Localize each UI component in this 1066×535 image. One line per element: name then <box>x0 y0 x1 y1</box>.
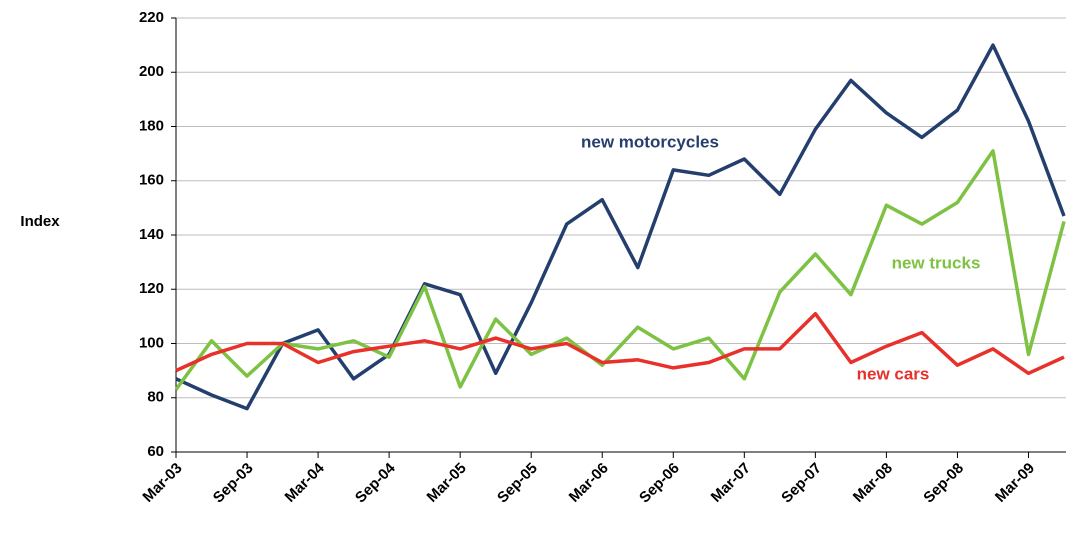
x-tick-label: Sep-03 <box>210 460 257 507</box>
x-tick-label: Sep-04 <box>352 459 399 506</box>
series-line <box>175 43 1066 411</box>
x-tick-label: Sep-06 <box>636 460 683 507</box>
x-tick-label: Mar-04 <box>281 459 328 506</box>
y-tick-label: 80 <box>147 389 164 406</box>
y-tick-label: 100 <box>139 334 164 351</box>
x-tick-label: Mar-05 <box>424 460 470 506</box>
y-tick-label: 160 <box>139 172 164 189</box>
y-tick-label: 180 <box>139 117 164 134</box>
series-line <box>174 149 1066 391</box>
series-label: new motorcycles <box>581 132 719 151</box>
x-tick-label: Sep-05 <box>494 460 541 507</box>
y-tick-label: 120 <box>139 280 164 297</box>
y-tick-label: 140 <box>139 226 164 243</box>
x-tick-label: Mar-07 <box>708 460 754 506</box>
series-line <box>175 311 1065 376</box>
series-label: new trucks <box>892 253 981 272</box>
x-tick-label: Sep-07 <box>778 460 825 507</box>
x-tick-label: Sep-08 <box>920 460 967 507</box>
y-tick-label: 220 <box>139 9 164 26</box>
x-tick-label: Mar-08 <box>850 460 896 506</box>
y-tick-label: 60 <box>147 443 164 460</box>
x-tick-label: Mar-06 <box>566 460 612 506</box>
x-tick-label: Mar-09 <box>992 460 1038 506</box>
y-axis-label: Index <box>20 213 60 230</box>
y-tick-label: 200 <box>139 63 164 80</box>
series-label: new cars <box>857 364 930 383</box>
x-tick-label: Mar-03 <box>139 460 185 506</box>
